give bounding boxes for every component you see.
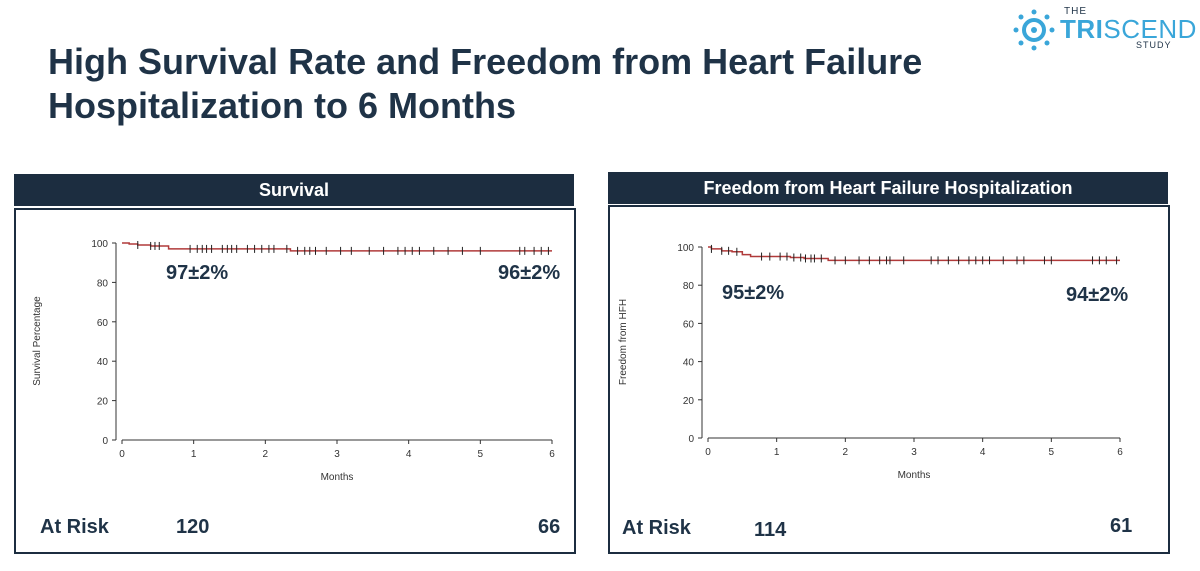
at-risk-label: At Risk <box>622 517 691 539</box>
x-tick-label: 1 <box>774 447 780 458</box>
km-curve <box>708 246 1120 262</box>
x-axis-label: Months <box>321 472 354 483</box>
estimate-end-label: 94±2% <box>1066 284 1128 306</box>
hfh-panel-header: Freedom from Heart Failure Hospitalizati… <box>608 172 1168 204</box>
y-axis-label: Survival Percentage <box>32 296 43 386</box>
x-tick-label: 4 <box>980 447 986 458</box>
survival-panel: 0 20 40 60 80 100 0 1 2 3 4 5 6 Months Survival Percen… <box>14 208 576 554</box>
y-tick-label: 0 <box>688 434 694 445</box>
km-curve <box>122 242 552 252</box>
x-tick-label: 5 <box>478 449 484 460</box>
y-tick-label: 100 <box>677 243 694 254</box>
y-tick-label: 40 <box>97 357 109 368</box>
y-tick-label: 20 <box>97 397 109 408</box>
at-risk-start-value: 114 <box>754 519 787 541</box>
y-tick-label: 40 <box>683 358 695 369</box>
x-tick-label: 0 <box>705 447 711 458</box>
logo-mark-icon <box>1013 9 1055 51</box>
x-tick-label: 6 <box>1117 447 1123 458</box>
x-tick-label: 3 <box>911 447 917 458</box>
y-tick-label: 20 <box>683 396 695 407</box>
estimate-end-label: 96±2% <box>498 262 560 284</box>
y-tick-label: 60 <box>683 319 695 330</box>
hfh-panel: 0 20 40 60 80 100 0 1 2 3 4 5 6 Months Freedom from HF… <box>608 205 1170 554</box>
x-tick-label: 4 <box>406 449 412 460</box>
at-risk-start-value: 120 <box>176 516 210 538</box>
logo-scend: SCEND <box>1103 14 1197 44</box>
survival-chart: 0 20 40 60 80 100 0 1 2 3 4 5 6 Months Survival Percen… <box>32 239 560 483</box>
x-tick-label: 2 <box>263 449 269 460</box>
hfh-chart: 0 20 40 60 80 100 0 1 2 3 4 5 6 Months Freedom from HF… <box>618 243 1128 481</box>
at-risk-end-value: 66 <box>538 516 561 538</box>
y-tick-label: 80 <box>683 281 695 292</box>
logo-name: TRISCEND <box>1060 14 1197 45</box>
logo-the: THE <box>1064 6 1087 17</box>
at-risk-label: At Risk <box>40 516 109 538</box>
y-tick-label: 100 <box>91 239 108 250</box>
y-axis-label: Freedom from HFH <box>618 299 629 385</box>
survival-panel-header: Survival <box>14 174 574 206</box>
slide-title: High Survival Rate and Freedom from Hear… <box>48 41 923 126</box>
y-tick-label: 80 <box>97 278 109 289</box>
x-tick-label: 5 <box>1049 447 1055 458</box>
estimate-start-label: 97±2% <box>166 262 228 284</box>
x-tick-label: 3 <box>334 449 340 460</box>
x-tick-label: 6 <box>549 449 555 460</box>
y-tick-label: 0 <box>102 436 108 447</box>
triscend-logo: THE TRISCEND STUDY <box>1012 6 1196 51</box>
at-risk-end-value: 61 <box>1110 515 1133 537</box>
logo-study: STUDY <box>1136 40 1172 50</box>
x-tick-label: 1 <box>191 449 197 460</box>
x-tick-label: 2 <box>843 447 849 458</box>
x-axis-label: Months <box>898 470 931 481</box>
logo-tri: TRI <box>1060 14 1104 44</box>
estimate-start-label: 95±2% <box>722 282 784 304</box>
x-tick-label: 0 <box>119 449 125 460</box>
y-tick-label: 60 <box>97 318 109 329</box>
